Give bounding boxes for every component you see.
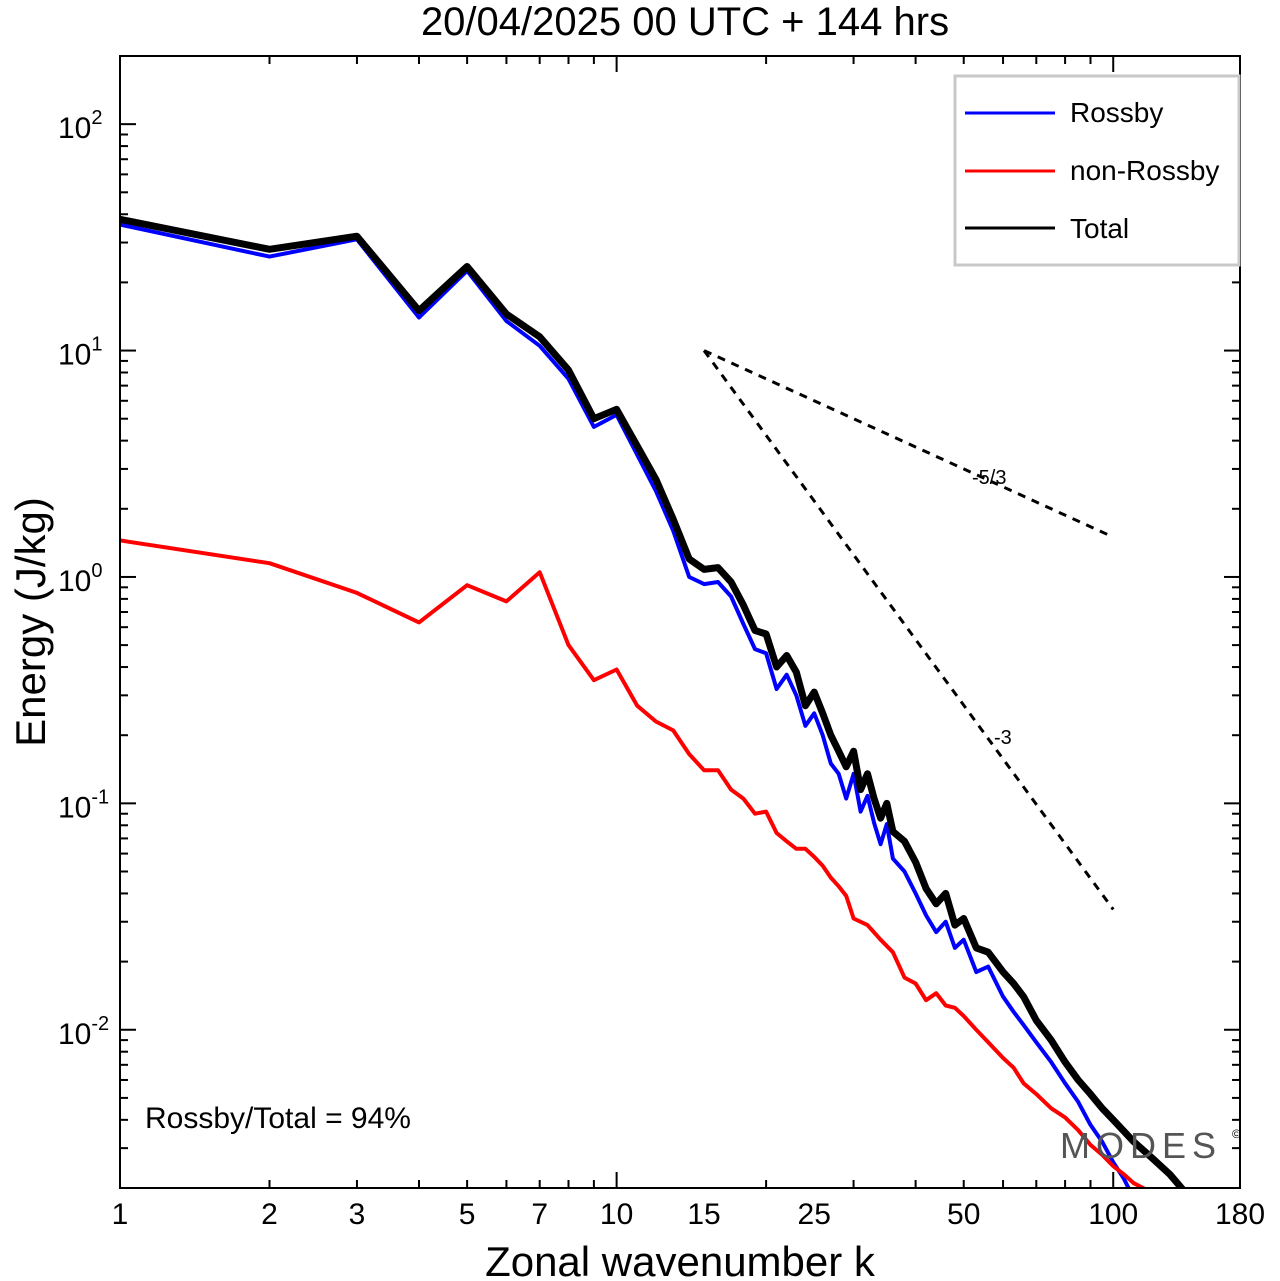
y-tick-label: 100 [58, 560, 103, 598]
legend-label-rossby: Rossby [1070, 97, 1163, 128]
y-axis-title: Energy (J/kg) [7, 497, 54, 747]
x-tick-label: 7 [531, 1198, 548, 1231]
reference-slopes [702, 349, 1115, 911]
reference-slope-label-2: -3 [994, 727, 1012, 749]
x-axis: 1 2 3 5 7 10 15 25 50 100 180 [112, 56, 1265, 1231]
legend: Rossby non-Rossby Total [953, 74, 1241, 267]
reference-slope-line-2 [702, 349, 1115, 911]
plot-frame [119, 55, 1241, 1189]
legend-label-non-rossby: non-Rossby [1070, 155, 1219, 186]
x-tick-label: 15 [687, 1198, 720, 1231]
x-tick-label: 5 [459, 1198, 476, 1231]
series-line-total [120, 215, 1187, 1188]
y-tick-label: 101 [58, 334, 103, 372]
y-tick-label: 10-1 [58, 786, 109, 824]
chart-title: 20/04/2025 00 UTC + 144 hrs [421, 0, 949, 44]
x-tick-label: 100 [1088, 1198, 1138, 1231]
x-tick-label: 2 [261, 1198, 278, 1231]
x-tick-label: 50 [947, 1198, 980, 1231]
copyright-mark: © [1232, 1127, 1241, 1141]
legend-label-total: Total [1070, 213, 1129, 244]
x-axis-title: Zonal wavenumber k [485, 1238, 876, 1281]
y-tick-label: 10-2 [58, 1013, 109, 1051]
y-tick-label: 102 [58, 107, 103, 145]
modes-logo: MODES [1060, 1125, 1222, 1166]
series-line-non-rossby [120, 538, 1148, 1188]
x-tick-label: 10 [600, 1198, 633, 1231]
rossby-ratio-annotation: Rossby/Total = 94% [145, 1102, 411, 1135]
x-tick-label: 3 [349, 1198, 366, 1231]
series-line-rossby [120, 222, 1131, 1188]
series-layer [120, 215, 1187, 1188]
x-tick-label: 25 [798, 1198, 831, 1231]
x-tick-label: 180 [1215, 1198, 1265, 1231]
x-tick-label: 1 [112, 1198, 129, 1231]
reference-slope-line-1 [703, 349, 1114, 539]
reference-slope-label-1: -5/3 [972, 467, 1006, 489]
